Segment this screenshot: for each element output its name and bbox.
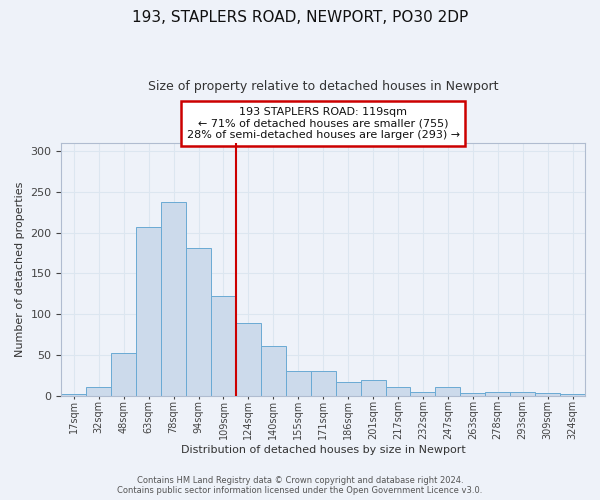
Bar [386,387,410,396]
Bar [460,392,485,396]
Bar [86,387,111,396]
Text: 193 STAPLERS ROAD: 119sqm
← 71% of detached houses are smaller (755)
28% of semi: 193 STAPLERS ROAD: 119sqm ← 71% of detac… [187,107,460,140]
Bar [510,392,535,396]
Bar [286,370,311,396]
X-axis label: Distribution of detached houses by size in Newport: Distribution of detached houses by size … [181,445,466,455]
Bar [535,394,560,396]
Bar [485,392,510,396]
Bar [335,382,361,396]
Bar [436,387,460,396]
Y-axis label: Number of detached properties: Number of detached properties [15,182,25,357]
Text: 193, STAPLERS ROAD, NEWPORT, PO30 2DP: 193, STAPLERS ROAD, NEWPORT, PO30 2DP [132,10,468,25]
Bar [410,392,436,396]
Bar [261,346,286,396]
Bar [560,394,585,396]
Bar [111,354,136,396]
Bar [186,248,211,396]
Title: Size of property relative to detached houses in Newport: Size of property relative to detached ho… [148,80,499,93]
Bar [161,202,186,396]
Bar [61,394,86,396]
Bar [361,380,386,396]
Bar [236,323,261,396]
Bar [311,370,335,396]
Bar [211,296,236,396]
Bar [136,227,161,396]
Text: Contains HM Land Registry data © Crown copyright and database right 2024.
Contai: Contains HM Land Registry data © Crown c… [118,476,482,495]
